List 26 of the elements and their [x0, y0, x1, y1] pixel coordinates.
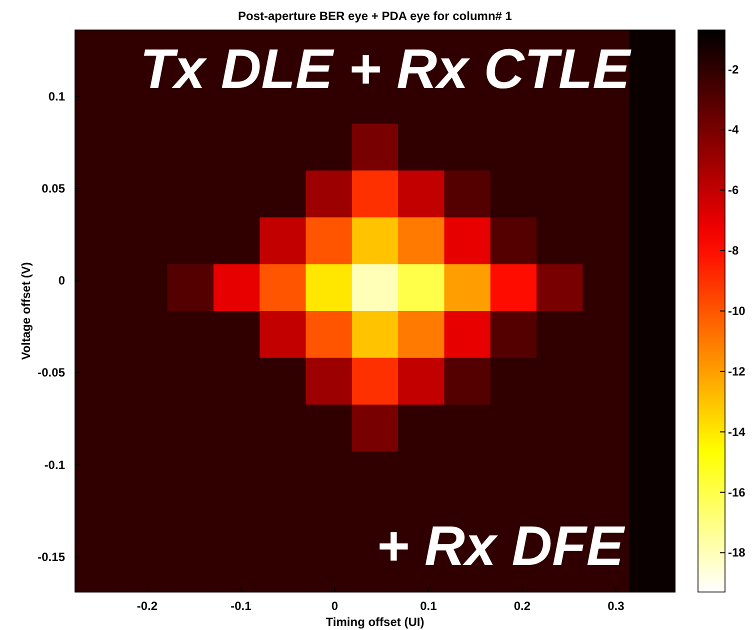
x-axis-title: Timing offset (UI)	[326, 615, 424, 629]
color-bar-label: -6	[728, 183, 739, 198]
y-tick-label: 0.1	[48, 89, 66, 104]
y-tick-label: -0.05	[38, 366, 66, 380]
x-tick-label: 0.2	[514, 599, 531, 613]
color-bar-label: -10	[728, 304, 746, 318]
color-bar-label: -14	[728, 424, 746, 439]
x-tick-label: -0.2	[136, 599, 158, 613]
y-tick-label: 0	[58, 274, 66, 288]
chart-title: Post-aperture BER eye + PDA eye for column# 1	[238, 9, 512, 23]
color-bar-label: -12	[728, 364, 746, 378]
color-bar-label: -18	[728, 546, 746, 560]
x-tick-label: 0	[331, 599, 338, 613]
y-axis-title: Voltage offset (V)	[19, 262, 33, 360]
annotation: Tx DLE + Rx CTLE	[140, 37, 632, 100]
x-tick-label: -0.1	[230, 599, 252, 613]
color-bar-label: -8	[728, 244, 739, 258]
color-bar-label: -2	[728, 62, 739, 76]
x-tick-label: 0.3	[608, 599, 625, 613]
y-tick-label: -0.15	[38, 550, 66, 564]
color-bar-label: -16	[728, 485, 746, 500]
color-bar-label: -4	[728, 122, 739, 137]
x-tick-label: 0.1	[420, 599, 438, 613]
y-tick-label: 0.05	[42, 181, 66, 196]
annotation: + Rx DFE	[376, 514, 626, 577]
y-tick-label: -0.1	[44, 458, 66, 472]
